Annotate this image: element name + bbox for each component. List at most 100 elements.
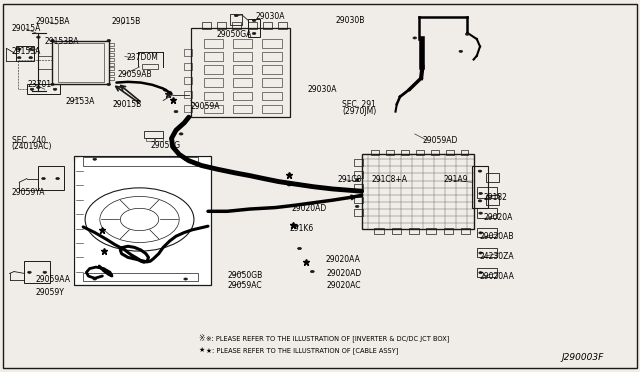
Text: (24019AC): (24019AC): [12, 142, 52, 151]
Text: 29153BA: 29153BA: [45, 37, 79, 46]
Bar: [24, 261, 50, 283]
Circle shape: [234, 15, 238, 17]
Bar: [233, 52, 252, 61]
Bar: [461, 150, 468, 155]
Bar: [477, 187, 497, 198]
Bar: [248, 19, 260, 37]
Bar: [109, 77, 114, 80]
Text: 29015A: 29015A: [12, 24, 41, 33]
Circle shape: [479, 212, 483, 214]
Circle shape: [107, 39, 111, 42]
Text: 29059A: 29059A: [191, 102, 220, 111]
Text: J290003F: J290003F: [562, 353, 604, 362]
Text: 29050GA: 29050GA: [216, 30, 252, 39]
Circle shape: [17, 57, 21, 59]
Circle shape: [479, 252, 483, 254]
Bar: [233, 39, 252, 48]
Bar: [431, 150, 438, 155]
Bar: [426, 228, 436, 234]
Circle shape: [36, 86, 40, 89]
Bar: [204, 39, 223, 48]
Text: SEC. 240: SEC. 240: [12, 136, 45, 145]
Circle shape: [56, 177, 60, 180]
Text: 29030A: 29030A: [256, 12, 285, 21]
Circle shape: [42, 177, 45, 180]
Bar: [374, 228, 384, 234]
Circle shape: [478, 170, 482, 172]
Bar: [144, 131, 163, 138]
Bar: [262, 39, 282, 48]
Bar: [184, 63, 192, 70]
Text: 29059YA: 29059YA: [12, 188, 45, 197]
Bar: [109, 73, 114, 76]
Text: 29050G: 29050G: [150, 141, 180, 150]
Bar: [386, 150, 394, 155]
Text: 291C8+A: 291C8+A: [371, 175, 407, 184]
Circle shape: [478, 200, 482, 202]
Text: 29182: 29182: [484, 193, 508, 202]
Text: SEC. 291: SEC. 291: [342, 100, 376, 109]
Bar: [109, 43, 114, 46]
Text: ※: PLEASE REFER TO THE ILLUSTRATION OF [INVERTER & DC/DC JCT BOX]: ※: PLEASE REFER TO THE ILLUSTRATION OF […: [206, 335, 449, 342]
Circle shape: [30, 88, 34, 90]
Bar: [392, 228, 401, 234]
Text: 29059AC: 29059AC: [227, 281, 262, 290]
Bar: [109, 53, 114, 56]
Text: 29059AD: 29059AD: [422, 136, 458, 145]
Bar: [233, 78, 252, 87]
Circle shape: [291, 204, 295, 206]
Circle shape: [163, 89, 167, 91]
Bar: [204, 78, 223, 87]
Bar: [230, 14, 242, 25]
Circle shape: [53, 88, 57, 90]
Circle shape: [29, 57, 33, 59]
Bar: [184, 49, 192, 56]
Text: 29020AD: 29020AD: [326, 269, 362, 278]
Bar: [362, 154, 474, 229]
Bar: [202, 22, 211, 29]
Bar: [278, 22, 287, 29]
Circle shape: [459, 50, 463, 52]
Text: 29020AA: 29020AA: [325, 255, 360, 264]
Circle shape: [43, 271, 47, 273]
Text: 291C8: 291C8: [338, 175, 362, 184]
Bar: [477, 228, 497, 237]
Text: 23701: 23701: [28, 80, 52, 89]
Circle shape: [174, 110, 178, 113]
Bar: [233, 92, 252, 100]
Bar: [401, 150, 409, 155]
Text: ※: ※: [198, 334, 205, 343]
Text: 29015B: 29015B: [112, 17, 141, 26]
Bar: [262, 78, 282, 87]
Bar: [142, 64, 158, 69]
Bar: [58, 43, 104, 82]
Text: 29153A: 29153A: [12, 47, 41, 56]
Text: 29059AB: 29059AB: [117, 70, 152, 79]
Bar: [232, 22, 241, 29]
Text: 29020AB: 29020AB: [479, 232, 514, 241]
Circle shape: [310, 270, 314, 273]
Bar: [354, 209, 363, 216]
Circle shape: [29, 48, 33, 50]
Bar: [191, 28, 290, 117]
Bar: [409, 228, 419, 234]
Bar: [354, 171, 363, 178]
Bar: [262, 105, 282, 113]
Bar: [109, 58, 114, 61]
Circle shape: [294, 225, 298, 227]
Bar: [83, 273, 198, 281]
Circle shape: [298, 247, 301, 250]
Circle shape: [479, 232, 483, 234]
Bar: [354, 196, 363, 203]
Bar: [184, 91, 192, 98]
Bar: [27, 84, 60, 94]
Bar: [74, 156, 211, 285]
Bar: [477, 208, 497, 218]
Circle shape: [413, 37, 417, 39]
Bar: [155, 138, 163, 141]
Bar: [486, 195, 499, 205]
Circle shape: [168, 91, 172, 93]
Bar: [109, 67, 114, 70]
Text: 291A9: 291A9: [444, 175, 468, 184]
Bar: [184, 105, 192, 112]
